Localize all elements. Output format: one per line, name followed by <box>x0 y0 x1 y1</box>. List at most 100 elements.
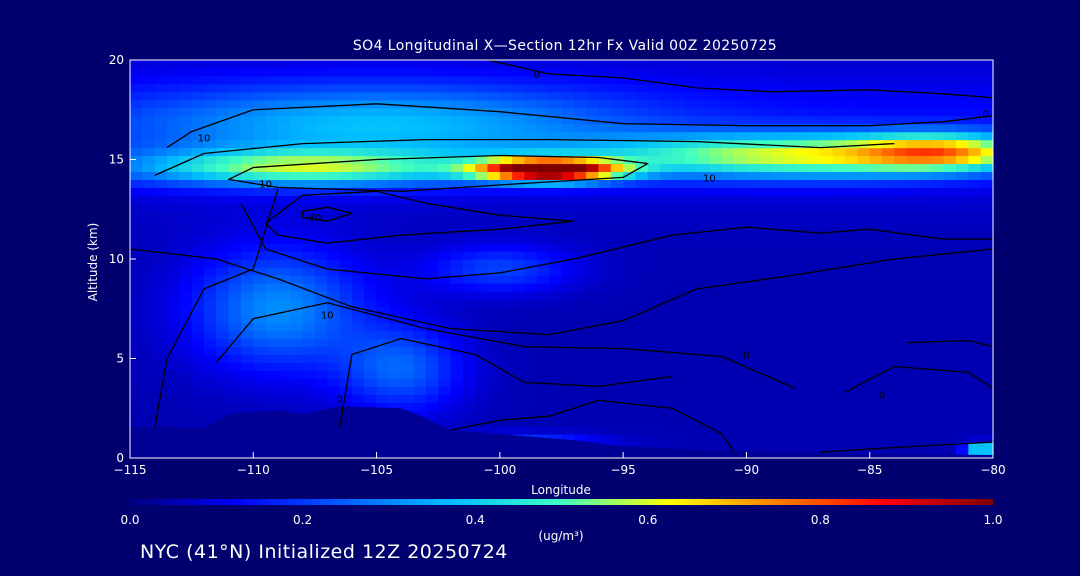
heatmap-cell <box>795 187 809 196</box>
heatmap-cell <box>253 282 267 292</box>
heatmap-cell <box>697 298 711 308</box>
heatmap-cell <box>376 107 390 117</box>
heatmap-cell <box>647 203 661 212</box>
heatmap-cell <box>549 211 563 220</box>
heatmap-cell <box>610 362 624 372</box>
heatmap-cell <box>388 306 402 316</box>
heatmap-cell <box>277 219 291 228</box>
heatmap-cell <box>487 338 501 348</box>
heatmap-cell <box>845 410 858 419</box>
heatmap-cell <box>709 338 723 348</box>
heatmap-cell <box>364 394 378 403</box>
heatmap-cell <box>339 91 353 101</box>
heatmap-cell <box>475 346 489 356</box>
heatmap-cell <box>845 235 858 244</box>
heatmap-cell <box>709 195 723 204</box>
heatmap-cell <box>154 306 168 316</box>
heatmap-cell <box>438 394 452 403</box>
heatmap-cell <box>462 298 476 308</box>
heatmap-cell <box>203 227 217 236</box>
heatmap-cell <box>364 139 378 149</box>
heatmap-cell <box>290 67 304 77</box>
heatmap-cell <box>943 179 957 188</box>
heatmap-cell <box>364 75 378 85</box>
heatmap-cell <box>327 91 341 101</box>
heatmap-cell <box>401 131 415 141</box>
heatmap-cell <box>746 203 760 212</box>
heatmap-cell <box>820 243 834 252</box>
heatmap-cell <box>512 83 526 93</box>
heatmap-cell <box>413 370 427 379</box>
heatmap-cell <box>869 139 883 149</box>
heatmap-cell <box>191 251 205 260</box>
heatmap-cell <box>672 171 686 180</box>
heatmap-cell <box>351 394 365 403</box>
heatmap-cell <box>536 155 550 165</box>
heatmap-cell <box>734 266 748 276</box>
heatmap-cell <box>203 362 217 372</box>
heatmap-cell <box>721 171 735 180</box>
heatmap-cell <box>894 450 908 458</box>
heatmap-cell <box>771 330 785 340</box>
heatmap-cell <box>142 274 156 284</box>
heatmap-cell <box>734 290 748 300</box>
heatmap-cell <box>327 346 341 356</box>
heatmap-cell <box>709 370 723 379</box>
heatmap-cell <box>882 147 895 157</box>
heatmap-cell <box>721 259 735 268</box>
heatmap-cell <box>721 330 735 340</box>
heatmap-cell <box>980 227 993 236</box>
heatmap-cell <box>647 227 661 236</box>
heatmap-cell <box>314 99 328 109</box>
heatmap-cell <box>130 235 143 244</box>
heatmap-cell <box>524 163 538 173</box>
heatmap-cell <box>610 386 624 395</box>
heatmap-cell <box>166 386 180 395</box>
heatmap-cell <box>721 442 735 451</box>
heatmap-cell <box>561 434 575 443</box>
heatmap-cell <box>561 418 575 427</box>
heatmap-cell <box>438 179 452 188</box>
heatmap-cell <box>561 147 575 157</box>
heatmap-cell <box>388 147 402 157</box>
heatmap-cell <box>598 75 612 85</box>
heatmap-cell <box>758 338 772 348</box>
heatmap-cell <box>573 83 587 93</box>
heatmap-cell <box>388 243 402 252</box>
heatmap-cell <box>290 75 304 85</box>
heatmap-cell <box>487 330 501 340</box>
heatmap-cell <box>142 60 156 69</box>
heatmap-cell <box>401 306 415 316</box>
heatmap-cell <box>290 60 304 69</box>
heatmap-cell <box>758 195 772 204</box>
heatmap-cell <box>179 274 193 284</box>
heatmap-cell <box>660 259 674 268</box>
heatmap-cell <box>573 147 587 157</box>
heatmap-cell <box>130 290 143 300</box>
heatmap-cell <box>586 346 600 356</box>
heatmap-cell <box>746 60 760 69</box>
heatmap-cell <box>647 298 661 308</box>
heatmap-cell <box>647 115 661 125</box>
heatmap-cell <box>240 259 254 268</box>
heatmap-cell <box>721 322 735 332</box>
heatmap-cell <box>672 259 686 268</box>
heatmap-cell <box>265 163 279 173</box>
heatmap-cell <box>364 338 378 348</box>
heatmap-cell <box>512 330 526 340</box>
heatmap-cell <box>302 251 316 260</box>
heatmap-cell <box>758 306 772 316</box>
heatmap-cell <box>734 203 748 212</box>
heatmap-cell <box>290 338 304 348</box>
heatmap-cell <box>487 346 501 356</box>
heatmap-cell <box>795 163 809 173</box>
heatmap-cell <box>425 187 439 196</box>
heatmap-cell <box>808 75 821 85</box>
heatmap-cell <box>216 386 230 395</box>
heatmap-cell <box>845 115 858 125</box>
heatmap-cell <box>623 330 637 340</box>
heatmap-cell <box>672 219 686 228</box>
heatmap-cell <box>475 259 489 268</box>
heatmap-cell <box>758 282 772 292</box>
heatmap-cell <box>228 83 242 93</box>
